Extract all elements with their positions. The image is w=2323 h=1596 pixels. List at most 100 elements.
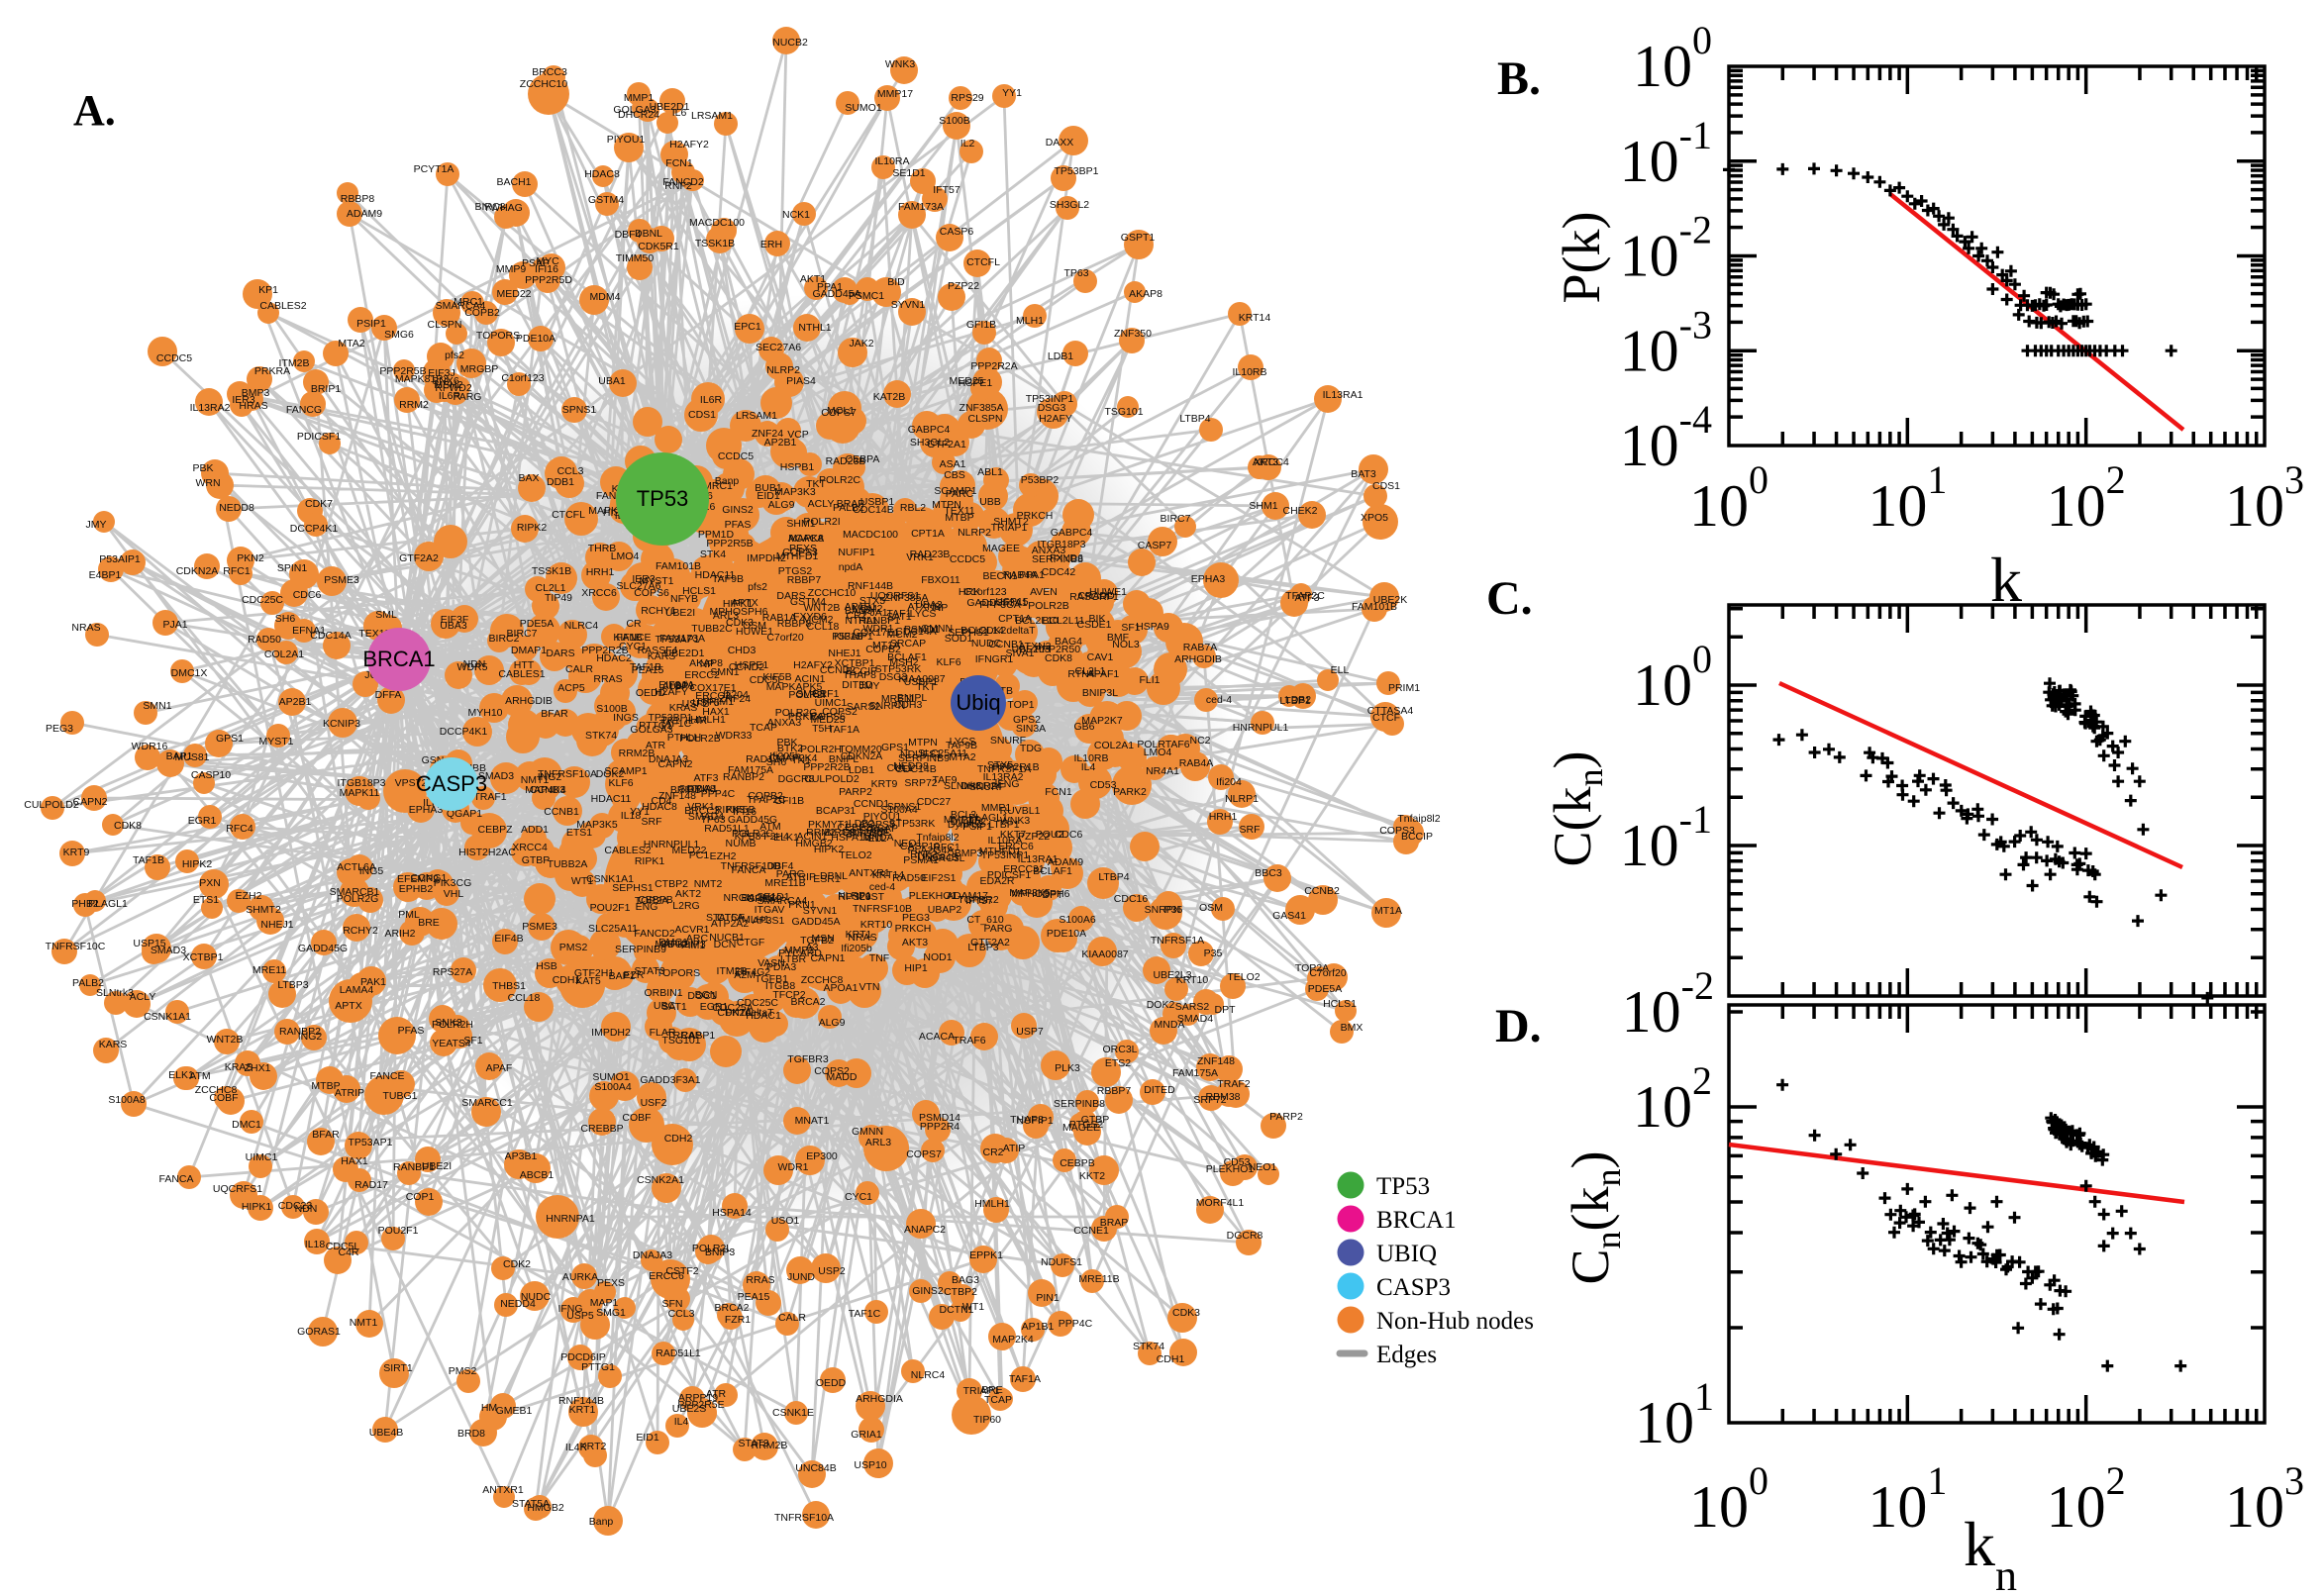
svg-text:DOC1: DOC1 xyxy=(687,990,716,1002)
svg-text:FANCE: FANCE xyxy=(369,1070,404,1082)
svg-text:LDB1: LDB1 xyxy=(849,764,874,776)
svg-text:CDK2deltaT: CDK2deltaT xyxy=(717,1007,774,1019)
svg-text:RASGRF1: RASGRF1 xyxy=(1069,591,1119,603)
svg-text:IMPDH2: IMPDH2 xyxy=(747,552,786,564)
svg-text:APTX: APTX xyxy=(335,1000,361,1012)
svg-text:MTBP: MTBP xyxy=(311,1080,340,1092)
svg-text:HDAC11: HDAC11 xyxy=(591,793,632,805)
svg-text:PIAS4: PIAS4 xyxy=(786,375,816,387)
svg-text:RRM2: RRM2 xyxy=(399,399,429,411)
svg-text:UQCRFS1: UQCRFS1 xyxy=(870,590,920,602)
svg-text:IMPDH2: IMPDH2 xyxy=(591,1027,631,1039)
svg-text:B.: B. xyxy=(1497,52,1541,105)
svg-text:H2AFY: H2AFY xyxy=(1039,413,1072,425)
svg-text:CCL18: CCL18 xyxy=(807,621,840,633)
svg-text:USP5: USP5 xyxy=(692,697,720,709)
svg-text:TUBB2C: TUBB2C xyxy=(691,623,733,635)
svg-text:AKT2: AKT2 xyxy=(675,888,701,900)
svg-text:MRE11: MRE11 xyxy=(252,964,286,976)
svg-text:VRK1: VRK1 xyxy=(687,801,715,813)
svg-text:TKT: TKT xyxy=(916,681,936,693)
svg-text:KRT9: KRT9 xyxy=(871,778,898,790)
svg-text:CCL18: CCL18 xyxy=(508,992,541,1004)
svg-text:CABLES1: CABLES1 xyxy=(498,668,545,680)
svg-text:KRAS: KRAS xyxy=(225,1061,253,1073)
svg-text:GTF2A1: GTF2A1 xyxy=(927,439,966,450)
svg-text:PTHLH: PTHLH xyxy=(667,732,701,744)
svg-text:MRGBP: MRGBP xyxy=(460,363,499,375)
svg-text:PTTG1: PTTG1 xyxy=(581,1361,615,1373)
svg-text:PTGS2: PTGS2 xyxy=(778,565,813,577)
svg-text:Ubiq: Ubiq xyxy=(956,690,1000,715)
svg-text:FAM175A: FAM175A xyxy=(1172,1067,1218,1079)
svg-text:DARS: DARS xyxy=(546,648,574,659)
svg-text:SMARCC1: SMARCC1 xyxy=(461,1097,513,1109)
svg-text:RCHY2: RCHY2 xyxy=(343,925,378,937)
svg-text:HDAC11: HDAC11 xyxy=(695,569,736,581)
svg-text:UIMC1: UIMC1 xyxy=(246,1151,278,1163)
svg-text:Ifi205b: Ifi205b xyxy=(841,943,872,954)
svg-text:RANBP1: RANBP1 xyxy=(858,615,900,627)
svg-text:CDC6: CDC6 xyxy=(293,589,322,601)
svg-text:WNT2B: WNT2B xyxy=(207,1034,244,1046)
svg-text:pfs2: pfs2 xyxy=(748,581,767,593)
svg-text:TSSK1B: TSSK1B xyxy=(695,238,735,249)
svg-text:MAP3K5: MAP3K5 xyxy=(576,819,618,831)
svg-text:ETS2: ETS2 xyxy=(1105,1057,1131,1069)
svg-text:MTPN: MTPN xyxy=(932,499,961,511)
svg-text:DARS: DARS xyxy=(776,590,805,602)
svg-text:MT1A: MT1A xyxy=(1374,905,1402,917)
svg-text:SH3GL2: SH3GL2 xyxy=(1050,199,1089,211)
svg-text:SF1: SF1 xyxy=(463,1035,482,1047)
svg-text:ARIH2: ARIH2 xyxy=(385,928,416,940)
svg-text:RNF2: RNF2 xyxy=(664,180,692,192)
svg-text:THRB: THRB xyxy=(588,543,617,554)
svg-text:KCNIP3: KCNIP3 xyxy=(323,718,360,730)
svg-text:LMO4: LMO4 xyxy=(1144,747,1172,758)
svg-text:AP2B1: AP2B1 xyxy=(279,696,312,708)
svg-text:A.: A. xyxy=(73,86,116,135)
svg-text:CDS1: CDS1 xyxy=(1372,480,1400,492)
svg-text:P35: P35 xyxy=(1204,948,1223,959)
svg-text:ARHGDIB: ARHGDIB xyxy=(1174,653,1222,665)
svg-text:HIP1: HIP1 xyxy=(904,962,928,974)
svg-text:KPB8: KPB8 xyxy=(735,831,761,843)
svg-text:CYC1: CYC1 xyxy=(619,641,647,652)
svg-text:PKMYT1: PKMYT1 xyxy=(808,819,850,831)
svg-text:L2RG: L2RG xyxy=(672,900,699,912)
svg-text:PARC: PARC xyxy=(776,868,805,880)
svg-text:BRAP: BRAP xyxy=(837,498,865,510)
svg-text:WDR33: WDR33 xyxy=(716,730,753,742)
svg-text:PSME3: PSME3 xyxy=(324,574,359,586)
svg-text:COL2A1: COL2A1 xyxy=(264,648,304,660)
svg-text:JMY: JMY xyxy=(86,519,107,531)
svg-text:Tnfaip8l2: Tnfaip8l2 xyxy=(1397,813,1440,825)
svg-text:ATF3: ATF3 xyxy=(1295,592,1320,604)
svg-text:TOPORS: TOPORS xyxy=(656,967,700,979)
svg-text:CR2: CR2 xyxy=(982,1147,1003,1158)
svg-text:BAG3: BAG3 xyxy=(952,1274,979,1286)
svg-text:EIF4B: EIF4B xyxy=(494,933,523,945)
svg-text:PMS2: PMS2 xyxy=(449,1365,477,1377)
svg-text:AP3B1: AP3B1 xyxy=(505,1150,538,1162)
svg-text:DITED: DITED xyxy=(1144,1084,1175,1096)
svg-text:CDK5R1: CDK5R1 xyxy=(638,241,679,252)
svg-text:EID1: EID1 xyxy=(636,1432,659,1444)
svg-text:DMAP1: DMAP1 xyxy=(511,645,547,656)
svg-text:SARS2: SARS2 xyxy=(847,701,881,713)
svg-text:GABPC4: GABPC4 xyxy=(908,424,951,436)
svg-text:RIPK2: RIPK2 xyxy=(517,522,548,534)
svg-text:TNF: TNF xyxy=(869,952,889,964)
svg-text:FAM101B: FAM101B xyxy=(1352,601,1397,613)
svg-text:CL2L1: CL2L1 xyxy=(1075,665,1106,677)
svg-text:C.: C. xyxy=(1486,572,1533,625)
svg-text:TNFRSF10D: TNFRSF10D xyxy=(721,860,781,872)
svg-text:IFNG: IFNG xyxy=(557,1303,582,1315)
svg-text:GMNN: GMNN xyxy=(852,1126,883,1138)
svg-text:UBA3: UBA3 xyxy=(440,620,467,632)
svg-text:CCND1: CCND1 xyxy=(854,798,889,810)
svg-text:FANCG: FANCG xyxy=(286,404,322,416)
svg-text:MMP17: MMP17 xyxy=(877,88,913,100)
svg-text:COPB2: COPB2 xyxy=(865,644,901,655)
svg-text:PLEKHO1: PLEKHO1 xyxy=(1206,1163,1255,1175)
